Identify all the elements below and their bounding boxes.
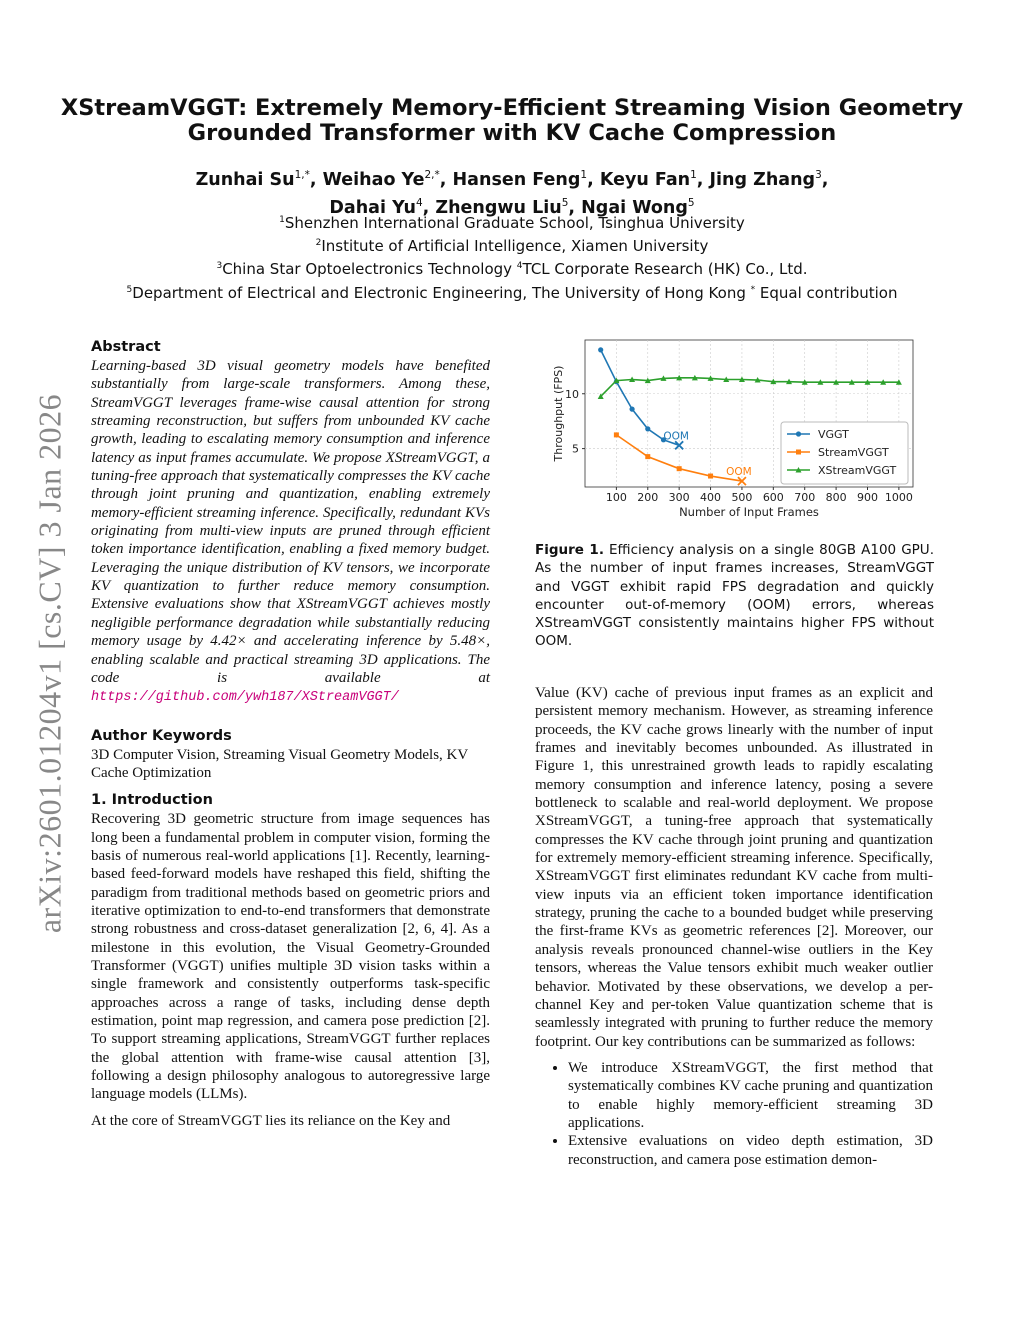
data-point	[597, 393, 604, 399]
affiliation: 1Shenzhen International Graduate School,…	[279, 214, 745, 232]
series-line	[600, 377, 899, 398]
data-point	[796, 449, 801, 455]
x-tick-label: 700	[794, 491, 815, 504]
oom-annotation: OOM	[726, 466, 752, 478]
data-point	[629, 376, 636, 382]
affiliation: 3China Star Optoelectronics Technology 4…	[216, 260, 808, 279]
series-streamvggt: OOM	[613, 432, 752, 486]
legend-label: StreamVGGT	[818, 446, 889, 459]
data-point	[738, 376, 745, 382]
data-point	[880, 379, 887, 385]
x-tick-label: 500	[731, 491, 752, 504]
data-point	[613, 432, 619, 438]
code-link[interactable]: https://github.com/ywh187/XStreamVGGT/	[91, 690, 399, 706]
author: Jing Zhang3	[709, 169, 822, 190]
data-point	[817, 379, 824, 385]
intro-paragraph: At the core of StreamVGGT lies its relia…	[91, 1112, 451, 1129]
contribution-item: Extensive evaluations on video depth est…	[568, 1132, 933, 1169]
left-column: Abstract Learning-based 3D visual geomet…	[91, 337, 490, 1130]
affiliation: 2Institute of Artificial Intelligence, X…	[315, 237, 709, 256]
keywords-heading: Author Keywords	[91, 727, 232, 744]
intro-paragraph: Value (KV) cache of previous input frame…	[535, 685, 933, 1050]
affiliations: 1Shenzhen International Graduate School,…	[60, 210, 964, 303]
oom-annotation: OOM	[663, 430, 689, 442]
data-point	[691, 374, 698, 381]
data-point	[629, 406, 635, 412]
contribution-item: We introduce XStreamVGGT, the first meth…	[568, 1059, 933, 1132]
x-tick-label: 100	[606, 491, 627, 504]
keywords-text: 3D Computer Vision, Streaming Visual Geo…	[91, 746, 468, 781]
intro-paragraph: Recovering 3D geometric structure from i…	[91, 811, 490, 1103]
y-axis-label: Throughput (FPS)	[552, 366, 565, 463]
caption-text: Efficiency analysis on a single 80GB A10…	[535, 542, 934, 650]
series-vggt: OOM	[598, 347, 689, 450]
paper-title: XStreamVGGT: Extremely Memory-Efficient …	[60, 96, 964, 146]
data-point	[707, 375, 714, 381]
x-tick-label: 800	[826, 491, 847, 504]
data-point	[676, 466, 682, 472]
introduction-heading: 1. Introduction	[91, 792, 213, 809]
x-tick-label: 1000	[885, 491, 913, 504]
author: Zhengwu Liu5	[435, 196, 569, 218]
title-line: Grounded Transformer with KV Cache Compr…	[187, 120, 837, 146]
data-point	[848, 379, 855, 385]
author: Dahai Yu4	[329, 196, 423, 218]
x-tick-label: 300	[669, 491, 690, 504]
author: Weihao Ye2,*	[322, 169, 440, 190]
abstract-heading: Abstract	[91, 339, 161, 355]
data-point	[795, 467, 802, 473]
figure-caption: Figure 1. Efficiency analysis on a singl…	[535, 541, 934, 651]
data-point	[795, 431, 802, 437]
affiliation: 5Department of Electrical and Electronic…	[126, 283, 898, 302]
x-tick-label: 400	[700, 491, 721, 504]
caption-label: Figure 1.	[535, 542, 604, 558]
data-point	[645, 426, 651, 432]
legend-label: XStreamVGGT	[818, 464, 897, 477]
data-point	[708, 473, 714, 479]
series-xstreamvggt	[597, 374, 902, 399]
arxiv-identifier[interactable]: arXiv:2601.01204v1 [cs.CV] 3 Jan 2026	[31, 393, 68, 934]
data-point	[660, 375, 667, 381]
data-point	[613, 377, 620, 384]
legend-box	[780, 421, 909, 485]
data-point	[770, 378, 777, 385]
author: Keyu Fan1	[599, 169, 697, 190]
author: Zunhai Su1,*	[195, 169, 310, 190]
data-point	[864, 379, 871, 385]
legend-label: VGGT	[818, 428, 849, 441]
efficiency-chart: 100 200 300 400 500 600 700 800 900 1000 5 10 Number…	[552, 339, 914, 519]
data-point	[801, 379, 808, 385]
data-point	[833, 379, 840, 385]
data-point	[754, 377, 761, 383]
x-tick-label: 200	[637, 491, 658, 504]
abstract-text: Learning-based 3D visual geometry models…	[91, 358, 490, 706]
y-tick-label: 10	[565, 388, 579, 401]
author-list: Zunhai Su1,*, Weihao Ye2,*, Hansen Feng1…	[195, 169, 829, 218]
title-line: XStreamVGGT: Extremely Memory-Efficient …	[60, 95, 964, 121]
x-axis-label: Number of Input Frames	[679, 505, 819, 519]
data-point	[723, 376, 730, 382]
oom-marker	[737, 476, 747, 486]
right-column: Value (KV) cache of previous input frame…	[535, 684, 933, 1169]
x-tick-label: 600	[763, 491, 784, 504]
x-tick-label: 900	[857, 491, 878, 504]
oom-marker	[674, 440, 684, 450]
y-tick-label: 5	[572, 443, 579, 456]
data-point	[644, 377, 651, 384]
contribution-list: We introduce XStreamVGGT, the first meth…	[535, 1059, 933, 1169]
legend: VGGT StreamVGGT XStreamVGGT	[780, 421, 909, 485]
data-point	[645, 454, 651, 460]
data-point	[676, 374, 683, 381]
data-point	[786, 378, 793, 385]
series-line	[599, 349, 680, 447]
author: Ngai Wong5	[581, 196, 695, 218]
author: Hansen Feng1	[452, 169, 588, 190]
data-point	[660, 437, 667, 443]
data-point	[895, 379, 902, 385]
data-point	[598, 347, 604, 353]
